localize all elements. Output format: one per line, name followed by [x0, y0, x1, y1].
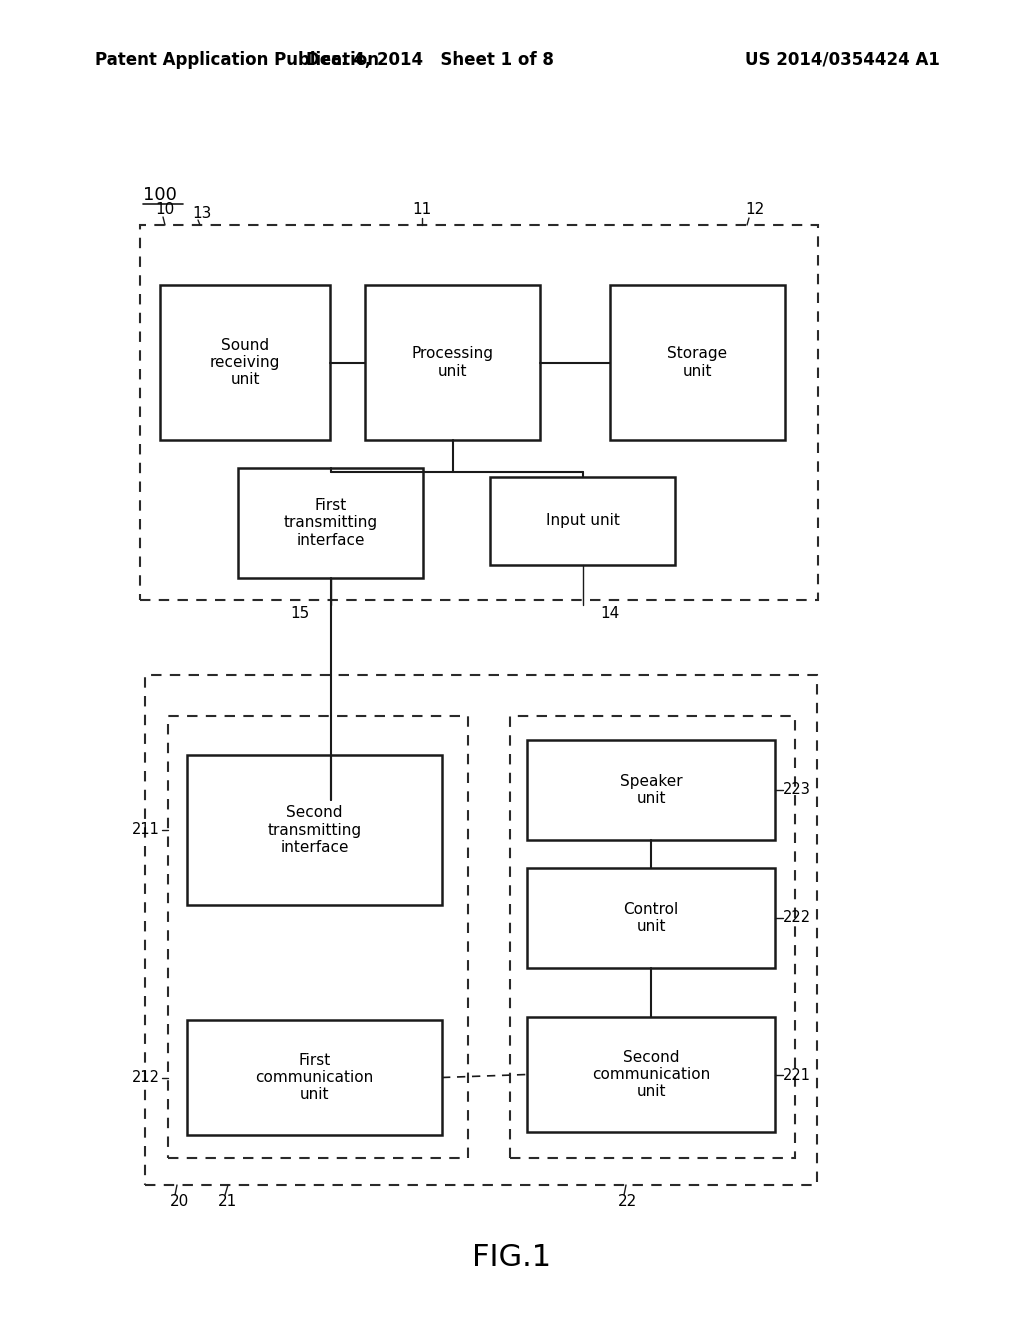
Bar [527, 869, 775, 968]
Text: Input unit: Input unit [546, 513, 620, 528]
Text: Control
unit: Control unit [624, 902, 679, 935]
Text: Sound
receiving
unit: Sound receiving unit [210, 338, 281, 387]
Text: US 2014/0354424 A1: US 2014/0354424 A1 [745, 51, 940, 69]
Text: Speaker
unit: Speaker unit [620, 774, 682, 807]
Text: 22: 22 [618, 1195, 637, 1209]
Text: 11: 11 [413, 202, 432, 218]
Text: Processing
unit: Processing unit [412, 346, 494, 379]
Text: Patent Application Publication: Patent Application Publication [95, 51, 379, 69]
Bar [145, 675, 817, 1185]
Text: First
transmitting
interface: First transmitting interface [284, 498, 378, 548]
Bar [140, 224, 818, 601]
Bar [168, 715, 468, 1158]
Bar [490, 477, 675, 565]
Bar [610, 285, 785, 440]
Text: Dec. 4, 2014   Sheet 1 of 8: Dec. 4, 2014 Sheet 1 of 8 [306, 51, 554, 69]
Text: 10: 10 [155, 202, 174, 218]
Text: 222: 222 [783, 911, 811, 925]
Bar [187, 755, 442, 906]
Text: 212: 212 [132, 1071, 160, 1085]
Text: 13: 13 [193, 206, 211, 222]
Bar [365, 285, 540, 440]
Text: 12: 12 [745, 202, 764, 218]
Text: Storage
unit: Storage unit [668, 346, 728, 379]
Text: 223: 223 [783, 783, 811, 797]
Text: 14: 14 [600, 606, 620, 622]
Text: 100: 100 [143, 186, 177, 205]
Text: 20: 20 [170, 1195, 189, 1209]
Bar [160, 285, 330, 440]
Bar [527, 1016, 775, 1133]
Text: 21: 21 [218, 1195, 238, 1209]
Text: 221: 221 [783, 1068, 811, 1082]
Bar [187, 1020, 442, 1135]
Bar [510, 715, 795, 1158]
Text: First
communication
unit: First communication unit [255, 1052, 374, 1102]
Text: 15: 15 [291, 606, 309, 622]
Text: Second
communication
unit: Second communication unit [592, 1049, 710, 1100]
Bar [527, 741, 775, 840]
Bar [238, 469, 423, 578]
Text: 211: 211 [132, 822, 160, 837]
Text: FIG.1: FIG.1 [472, 1243, 552, 1272]
Text: Second
transmitting
interface: Second transmitting interface [267, 805, 361, 855]
